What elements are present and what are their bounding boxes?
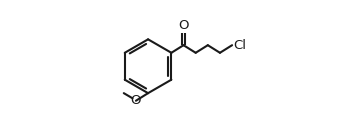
Text: Cl: Cl [234, 39, 247, 52]
Text: O: O [131, 94, 141, 107]
Text: O: O [178, 19, 189, 32]
